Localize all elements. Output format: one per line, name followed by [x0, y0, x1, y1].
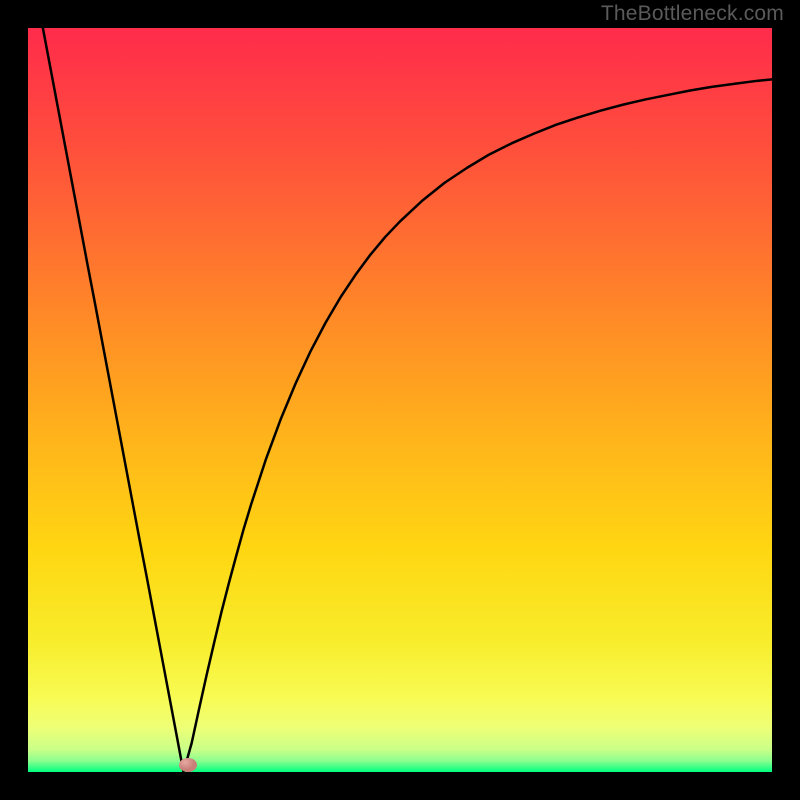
chart-plot-area: [28, 28, 772, 772]
optimal-point-marker: [179, 758, 197, 772]
watermark-text: TheBottleneck.com: [601, 2, 784, 26]
